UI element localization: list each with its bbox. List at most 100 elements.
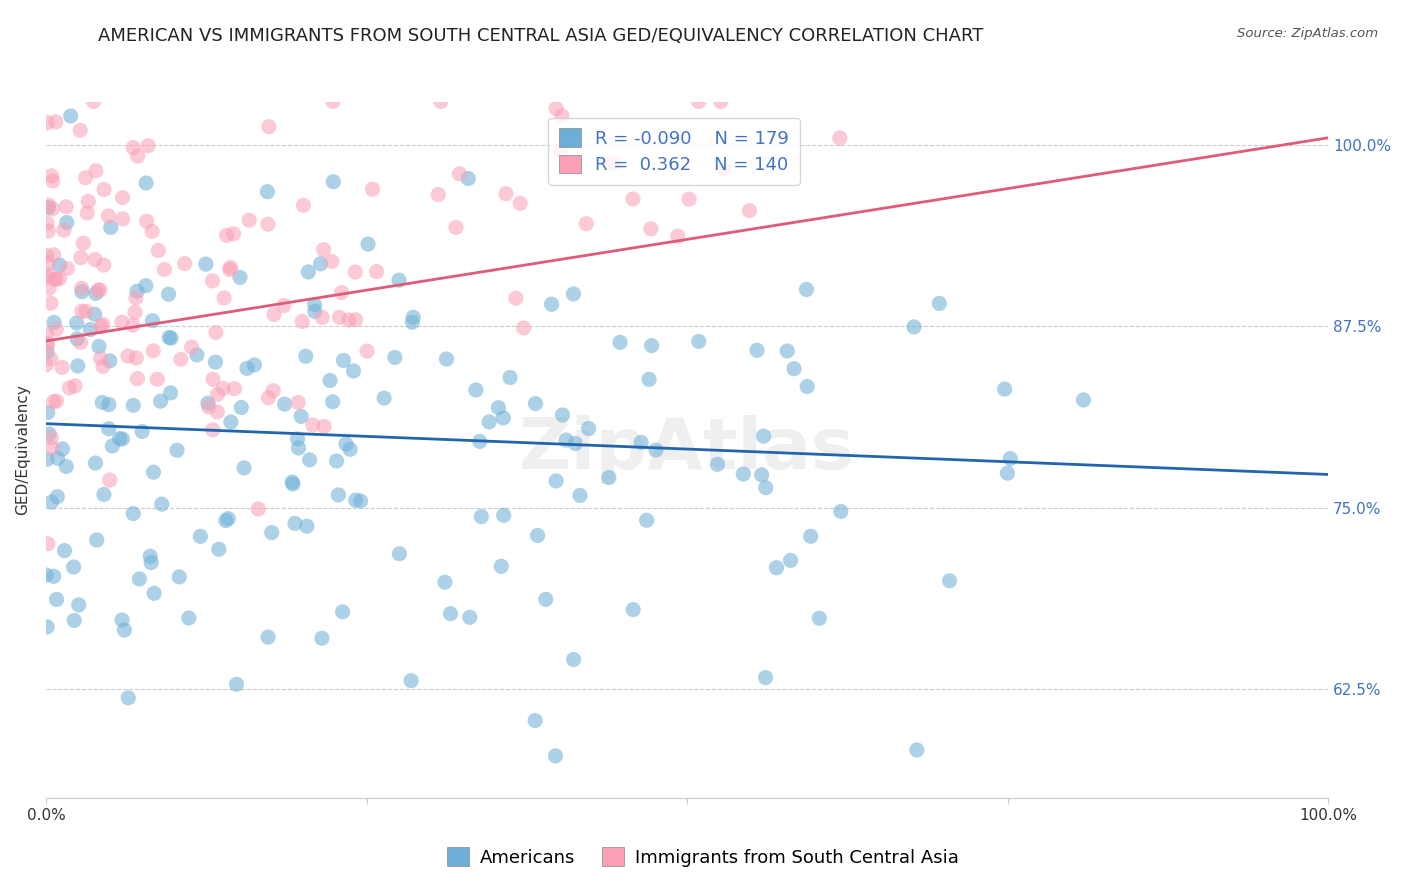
Point [222,227,245,241]
Point [166,443,188,458]
Point [66,359,89,373]
Point [219,260,242,275]
Point [39,296,62,310]
Point [53,543,76,558]
Point [733,467,755,481]
Point [478,415,501,429]
Point [322,394,344,409]
Point [388,273,411,287]
Point [153,262,176,277]
Legend: R = -0.090    N = 179, R =  0.362    N = 140: R = -0.090 N = 179, R = 0.362 N = 140 [548,118,800,186]
Point [46,490,69,504]
Point [458,610,481,624]
Point [745,343,768,358]
Point [35,336,58,351]
Point [402,310,425,325]
Point [160,331,183,345]
Point [122,507,145,521]
Point [710,95,733,109]
Point [79,322,101,336]
Point [37,268,59,282]
Point [75,170,97,185]
Point [322,175,344,189]
Point [35,327,58,342]
Point [35,358,58,372]
Point [69,335,91,350]
Point [512,321,534,335]
Point [273,299,295,313]
Point [97,422,120,436]
Point [905,743,928,757]
Point [796,379,818,393]
Point [776,343,799,358]
Point [309,257,332,271]
Point [122,318,145,332]
Point [70,281,93,295]
Point [598,470,620,484]
Point [44,272,66,286]
Point [180,340,202,354]
Point [63,614,86,628]
Point [444,220,467,235]
Point [122,140,145,154]
Point [97,398,120,412]
Text: AMERICAN VS IMMIGRANTS FROM SOUTH CENTRAL ASIA GED/EQUIVALENCY CORRELATION CHART: AMERICAN VS IMMIGRANTS FROM SOUTH CENTRA… [98,27,984,45]
Point [45,115,67,129]
Point [41,495,63,509]
Point [37,224,59,238]
Point [125,285,148,299]
Point [449,167,471,181]
Point [903,319,925,334]
Point [55,459,77,474]
Point [621,602,644,616]
Point [505,291,527,305]
Point [91,359,114,374]
Point [337,313,360,327]
Point [201,274,224,288]
Point [93,258,115,272]
Point [56,261,79,276]
Point [754,671,776,685]
Point [349,494,371,508]
Point [143,586,166,600]
Point [38,198,60,212]
Point [808,611,831,625]
Point [630,435,652,450]
Point [111,432,134,446]
Point [575,217,598,231]
Point [621,192,644,206]
Point [67,598,90,612]
Point [35,216,58,230]
Point [361,182,384,196]
Point [63,379,86,393]
Point [37,405,59,419]
Point [41,441,63,455]
Point [638,372,661,386]
Point [356,344,378,359]
Point [314,419,336,434]
Point [48,258,70,272]
Point [325,454,347,468]
Point [41,169,63,183]
Point [366,264,388,278]
Point [224,382,246,396]
Point [37,201,59,215]
Point [609,335,631,350]
Point [319,374,342,388]
Point [70,285,93,299]
Point [98,354,121,368]
Point [45,394,67,409]
Point [125,291,148,305]
Point [157,330,180,344]
Point [84,163,107,178]
Point [713,162,735,177]
Point [526,528,548,542]
Point [215,513,238,527]
Point [783,361,806,376]
Point [111,315,134,329]
Point [87,339,110,353]
Point [42,248,65,262]
Point [301,417,323,432]
Point [828,131,851,145]
Point [111,211,134,226]
